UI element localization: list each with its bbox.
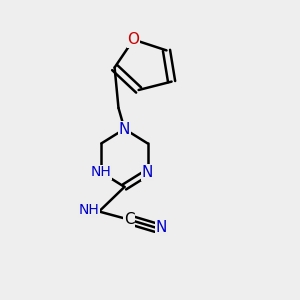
- Text: N: N: [156, 220, 167, 235]
- Text: N: N: [142, 165, 153, 180]
- Text: C: C: [124, 212, 134, 227]
- Text: NH: NH: [78, 203, 99, 217]
- Text: NH: NH: [91, 166, 112, 179]
- Text: O: O: [128, 32, 140, 47]
- Text: N: N: [119, 122, 130, 136]
